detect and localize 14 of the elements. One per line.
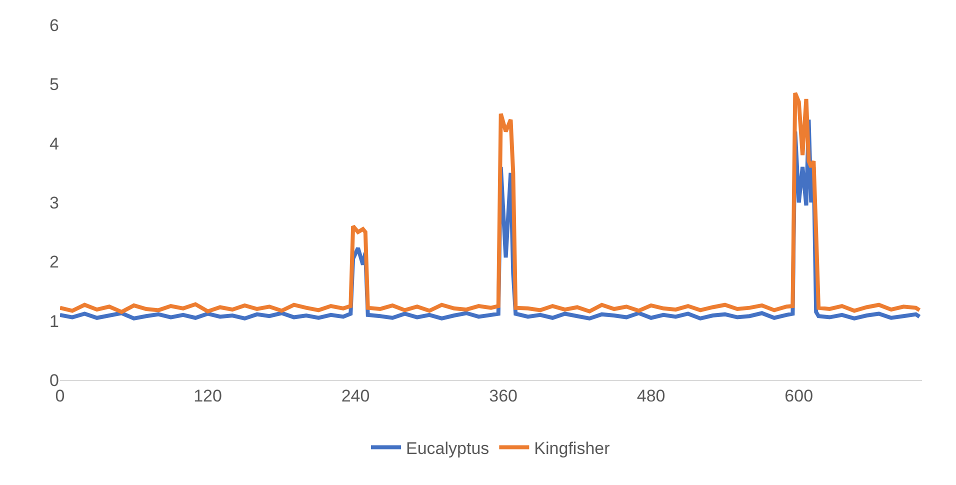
- x-tick-label: 600: [784, 386, 814, 406]
- x-tick-label: 360: [489, 386, 518, 406]
- legend-label: Kingfisher: [534, 438, 610, 458]
- y-tick-label: 3: [50, 193, 59, 212]
- y-tick-label: 1: [50, 312, 59, 331]
- y-tick-label: 2: [50, 252, 59, 272]
- legend-label: Eucalyptus: [406, 438, 490, 458]
- y-tick-label: 5: [50, 75, 59, 94]
- y-tick-label: 4: [50, 134, 59, 154]
- y-tick-label: 6: [50, 16, 59, 35]
- x-tick-label: 480: [636, 386, 666, 406]
- y-tick-label: 0: [50, 370, 59, 390]
- x-tick-label: 240: [341, 386, 370, 406]
- x-tick-label: 120: [194, 386, 222, 406]
